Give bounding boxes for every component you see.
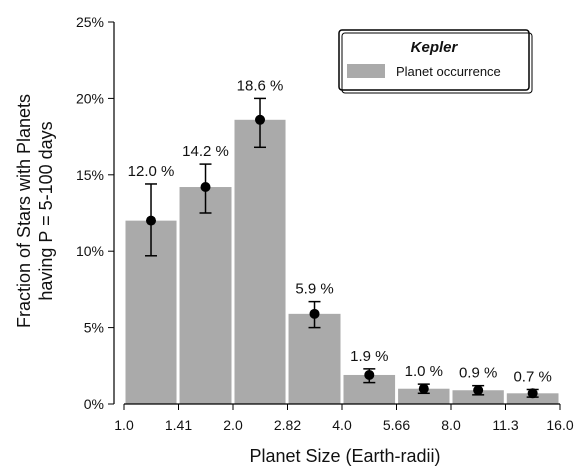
bar-5 xyxy=(398,388,450,404)
x-tick-label-0: 1.0 xyxy=(114,417,134,433)
bar-1 xyxy=(179,187,232,404)
legend-entry: Planet occurrence xyxy=(396,64,501,79)
x-tick-label-6: 8.0 xyxy=(441,417,461,433)
bar-2 xyxy=(234,119,286,405)
x-tick-label-8: 16.0 xyxy=(546,417,573,433)
bars-group xyxy=(125,119,559,405)
data-label-5: 1.0 % xyxy=(405,363,443,380)
legend: Kepler Planet occurrence xyxy=(338,29,533,94)
data-label-2: 18.6 % xyxy=(237,77,284,94)
axes-group: 1.0 1.41 2.0 2.82 4.0 5.66 8.0 11.3 16.0 0% 5% 10% 1… xyxy=(76,14,574,433)
point-0 xyxy=(146,215,157,226)
points-group xyxy=(146,114,538,399)
legend-title: Kepler xyxy=(411,39,459,56)
y-tick-label-2: 10% xyxy=(76,243,104,259)
data-label-3: 5.9 % xyxy=(295,281,333,298)
x-tick-label-7: 11.3 xyxy=(492,417,518,433)
point-4 xyxy=(364,369,375,380)
y-axis-title-line1: Fraction of Stars with Planets xyxy=(14,94,34,328)
point-5 xyxy=(418,383,429,394)
y-tick-label-4: 20% xyxy=(76,90,104,106)
point-1 xyxy=(200,182,211,193)
y-tick-label-0: 0% xyxy=(84,396,104,412)
data-label-7: 0.7 % xyxy=(513,368,551,385)
bar-3 xyxy=(288,313,341,404)
x-tick-label-2: 2.0 xyxy=(223,417,243,433)
y-tick-label-1: 5% xyxy=(84,320,104,336)
bar-7 xyxy=(506,393,559,404)
legend-box xyxy=(338,29,530,91)
point-7 xyxy=(527,388,538,399)
y-axis-title-line2: having P = 5-100 days xyxy=(36,121,56,300)
data-label-1: 14.2 % xyxy=(182,143,229,160)
x-tick-label-4: 4.0 xyxy=(332,417,352,433)
point-2 xyxy=(255,114,266,125)
data-label-0: 12.0 % xyxy=(128,163,175,180)
bar-6 xyxy=(452,390,504,404)
legend-box-shadow xyxy=(341,32,533,94)
x-tick-label-3: 2.82 xyxy=(274,417,301,433)
y-tick-label-5: 25% xyxy=(76,14,104,30)
error-bars-group xyxy=(145,97,539,398)
legend-swatch xyxy=(347,64,385,78)
x-tick-label-1: 1.41 xyxy=(165,417,192,433)
y-tick-label-3: 15% xyxy=(76,167,104,183)
x-axis-title: Planet Size (Earth-radii) xyxy=(249,446,440,466)
data-label-6: 0.9 % xyxy=(459,365,497,382)
data-label-4: 1.9 % xyxy=(350,348,388,365)
point-6 xyxy=(473,385,484,396)
x-tick-label-5: 5.66 xyxy=(383,417,410,433)
point-3 xyxy=(309,308,320,319)
data-labels-group: 12.0 % 14.2 % 18.6 % 5.9 % 1.9 % 1.0 % 0.9 % 0.… xyxy=(128,77,552,385)
